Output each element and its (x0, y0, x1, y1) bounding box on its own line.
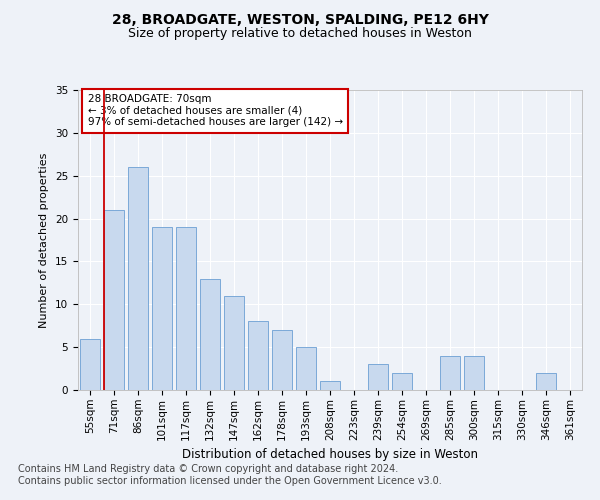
Bar (392, 373, 412, 390)
Bar (224, 296, 244, 390)
Text: Contains HM Land Registry data © Crown copyright and database right 2024.: Contains HM Land Registry data © Crown c… (18, 464, 398, 474)
Bar (440, 356, 460, 390)
Bar (176, 227, 196, 390)
Text: 28, BROADGATE, WESTON, SPALDING, PE12 6HY: 28, BROADGATE, WESTON, SPALDING, PE12 6H… (112, 12, 488, 26)
Bar (368, 364, 388, 390)
Text: Size of property relative to detached houses in Weston: Size of property relative to detached ho… (128, 28, 472, 40)
Bar (248, 322, 268, 390)
Bar (536, 373, 556, 390)
Y-axis label: Number of detached properties: Number of detached properties (40, 152, 49, 328)
Bar (200, 278, 220, 390)
Text: Contains public sector information licensed under the Open Government Licence v3: Contains public sector information licen… (18, 476, 442, 486)
Bar (128, 167, 148, 390)
Bar (272, 330, 292, 390)
X-axis label: Distribution of detached houses by size in Weston: Distribution of detached houses by size … (182, 448, 478, 461)
Bar (104, 210, 124, 390)
Bar (296, 347, 316, 390)
Bar (464, 356, 484, 390)
Text: 28 BROADGATE: 70sqm
← 3% of detached houses are smaller (4)
97% of semi-detached: 28 BROADGATE: 70sqm ← 3% of detached hou… (88, 94, 343, 128)
Bar (152, 227, 172, 390)
Bar (320, 382, 340, 390)
Bar (80, 338, 100, 390)
